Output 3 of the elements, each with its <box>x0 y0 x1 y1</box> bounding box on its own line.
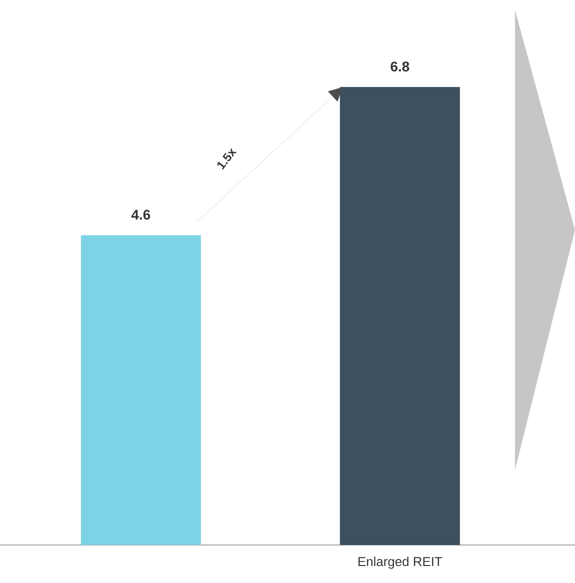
data-label: 4.6 <box>131 210 150 220</box>
x-tick-label: Enlarged REIT <box>358 556 442 569</box>
data-label: 6.8 <box>390 62 410 72</box>
